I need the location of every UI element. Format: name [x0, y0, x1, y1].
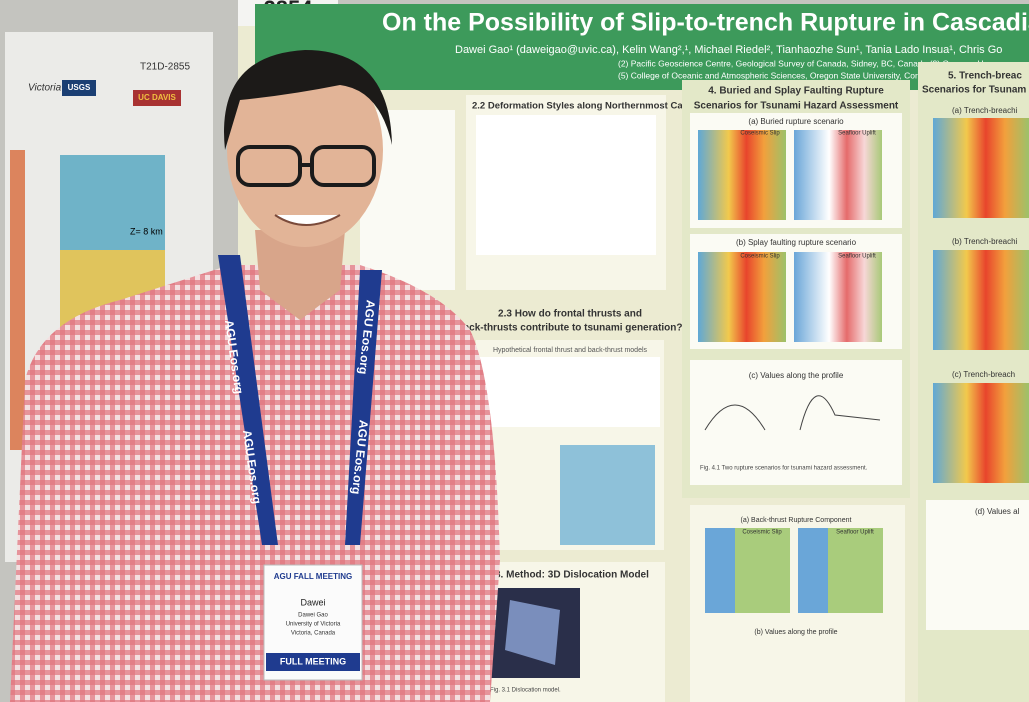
title-bar	[255, 4, 1029, 90]
lanyard	[218, 255, 278, 545]
map	[794, 130, 882, 220]
panel-title: (a) Buried rupture scenario	[748, 117, 844, 126]
panel	[926, 500, 1029, 630]
map-sea	[798, 528, 828, 613]
neck	[255, 230, 345, 320]
map	[698, 130, 786, 220]
badge-location: Victoria, Canada	[291, 631, 336, 637]
map	[698, 252, 786, 342]
poster-affiliation: (2) Pacific Geoscience Centre, Geologica…	[618, 58, 989, 68]
map	[933, 118, 1029, 218]
map-label: Seafloor Uplift	[836, 530, 874, 536]
poster-affiliation: (5) College of Oceanic and Atmospheric S…	[618, 70, 1029, 80]
logo: UC DAVIS	[138, 93, 176, 102]
profile-curve	[704, 395, 881, 431]
panel-title: (c) Values along the profile	[749, 371, 844, 380]
map	[933, 250, 1029, 350]
badge-institution: University of Victoria	[286, 622, 341, 628]
map-label: Seafloor Uplift	[838, 254, 876, 260]
map-sea	[705, 528, 735, 613]
badge-bar	[266, 653, 360, 671]
depth-label: Z= 8 km	[130, 226, 163, 236]
caption: Fig. 4.1 Two rupture scenarios for tsuna…	[700, 466, 868, 472]
panel-title: (b) Splay faulting rupture scenario	[736, 238, 857, 247]
panel-subtitle: Hypothetical frontal thrust and back-thr…	[493, 347, 648, 354]
section-heading: 5. Trench-breac	[948, 71, 1022, 82]
panel-title: (a) Trench-breachi	[952, 106, 1018, 115]
fault-plane	[505, 600, 560, 665]
map-label: Coseismic Slip	[742, 530, 782, 536]
logo: USGS	[68, 83, 91, 92]
panel	[690, 360, 902, 485]
section-heading: 3. Method: 3D Dislocation Model	[495, 570, 649, 581]
left-map	[60, 155, 165, 250]
section-heading: Scenarios for Tsunami Hazard Assessment	[694, 101, 899, 112]
map-label: Coseismic Slip	[740, 131, 780, 137]
figure	[480, 357, 660, 427]
logo-box	[133, 90, 181, 106]
hair	[224, 50, 392, 150]
panel-title: (b) Trench-breachi	[952, 237, 1018, 246]
section-heading: 2.3 How do frontal thrusts and	[498, 309, 642, 320]
panel-title: (d) Values al	[975, 507, 1020, 516]
badge-first-name: Dawei	[300, 597, 325, 607]
map	[560, 445, 655, 545]
left-poster-tag: T21D-2855	[140, 62, 190, 73]
badge-full-name: Dawei Gao	[298, 613, 328, 619]
map-label: Coseismic Slip	[740, 254, 780, 260]
panel-title: (b) Values along the profile	[754, 629, 837, 636]
map-label: Seafloor Uplift	[838, 131, 876, 137]
section-heading: 2.2 Deformation Styles along Northernmos…	[472, 101, 713, 112]
logo-box	[62, 80, 96, 96]
poster-authors: Dawei Gao¹ (daweigao@uvic.ca), Kelin Wan…	[455, 44, 1002, 56]
section-heading: back-thrusts contribute to tsunami gener…	[457, 323, 682, 334]
left-strip	[10, 150, 25, 450]
panel-title: (a) Back-thrust Rupture Component	[741, 517, 852, 524]
mouth	[274, 214, 341, 226]
poster-title: On the Possibility of Slip-to-trench Rup…	[382, 9, 1029, 37]
caption: Fig. 3.1 Dislocation model.	[490, 688, 561, 694]
badge-meeting: AGU FALL MEETING	[274, 572, 353, 581]
section-heading: 4. Buried and Splay Faulting Rupture	[708, 86, 884, 97]
logo: Victoria	[28, 83, 62, 94]
panel-title: (c) Trench-breach	[952, 370, 1015, 379]
badge-registration: FULL MEETING	[280, 656, 346, 666]
map	[933, 383, 1029, 483]
face	[227, 53, 383, 247]
figure	[476, 115, 656, 255]
map	[794, 252, 882, 342]
lanyard	[345, 270, 382, 545]
section-heading: Scenarios for Tsunam	[922, 85, 1026, 96]
